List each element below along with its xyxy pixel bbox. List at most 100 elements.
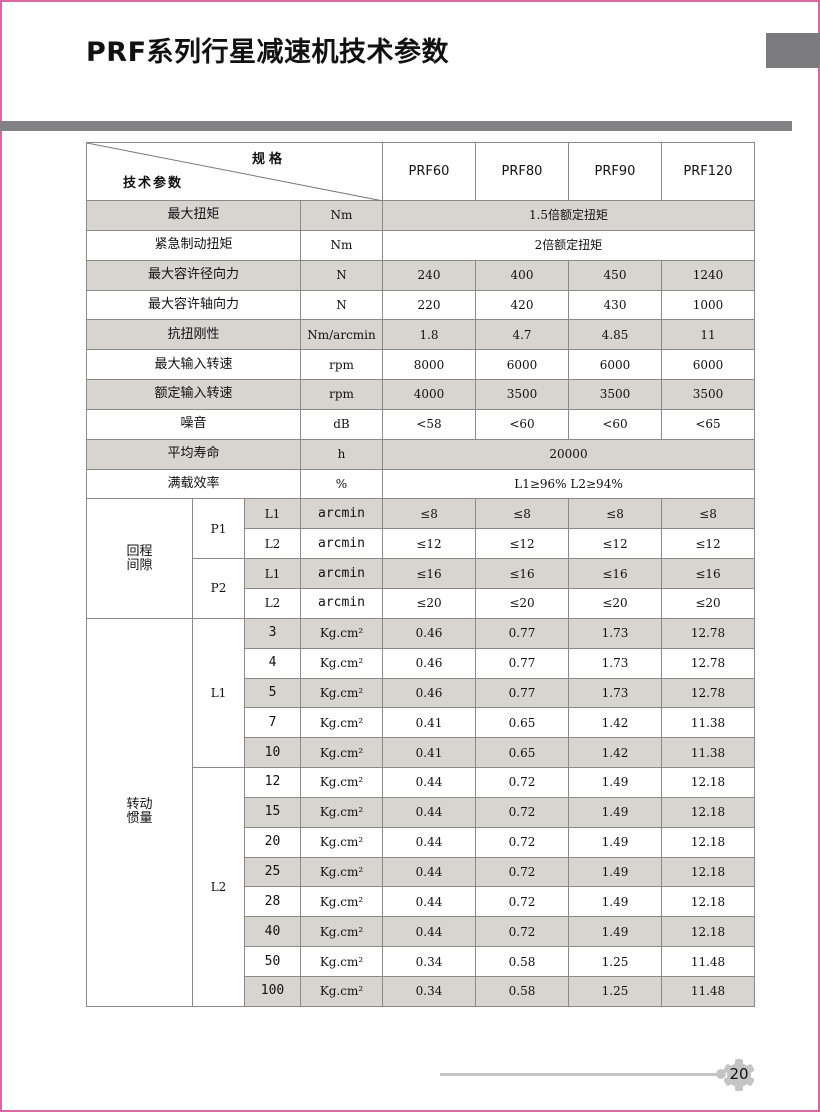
inertia-value: 0.65 [475,737,569,769]
inertia-value: 12.18 [661,916,755,948]
inertia-value: 11.48 [661,946,755,977]
inertia-value: 1.42 [568,737,662,769]
model-header: PRF60 [382,142,476,201]
inertia-value: 0.44 [382,916,476,948]
inertia-row: 7 Kg.cm² 0.41 0.65 1.42 11.38 [87,707,755,739]
param-name: 最大输入转速 [86,349,301,381]
level-label: L1 [244,558,301,589]
level-label: L2 [244,587,301,619]
inertia-row: 20 Kg.cm² 0.44 0.72 1.49 12.18 [87,826,755,858]
inertia-row: 4 Kg.cm² 0.46 0.77 1.73 12.78 [87,647,755,679]
section-tab [766,33,820,68]
param-value: 3500 [475,379,569,410]
param-value: 430 [568,289,662,321]
param-name: 抗扭刚性 [86,319,301,351]
stage-label: L1 [192,617,245,769]
param-unit: Nm/arcmin [300,319,383,351]
inertia-row: 100 Kg.cm² 0.34 0.58 1.25 11.48 [87,975,755,1007]
param-unit: N [300,289,383,321]
backlash-value: ≤20 [475,587,569,619]
inertia-value: 0.58 [475,975,569,1007]
inertia-value: 12.18 [661,796,755,828]
unit-cell: Kg.cm² [300,647,383,679]
inertia-value: 0.41 [382,737,476,769]
unit-cell: Kg.cm² [300,767,383,798]
unit-cell: arcmin [300,587,383,619]
param-unit: Nm [300,200,383,231]
param-value: 220 [382,289,476,321]
header-divider-bar [0,121,792,131]
inertia-row: 10 Kg.cm² 0.41 0.65 1.42 11.38 [87,737,755,769]
unit-cell: Kg.cm² [300,975,383,1007]
param-unit: % [300,468,383,500]
inertia-value: 1.73 [568,617,662,649]
unit-cell: Kg.cm² [300,737,383,769]
model-header: PRF120 [661,142,755,201]
param-row: 最大扭矩 Nm 1.5倍额定扭矩 [86,200,755,231]
inertia-value: 0.72 [475,856,569,888]
param-row: 紧急制动扭矩 Nm 2倍额定扭矩 [86,229,755,261]
backlash-value: ≤12 [382,528,476,560]
inertia-value: 0.46 [382,647,476,679]
param-name: 噪音 [86,408,301,440]
param-row: 额定输入转速 rpm 4000 3500 3500 3500 [86,379,755,410]
model-header: PRF90 [568,142,662,201]
param-value: 6000 [475,349,569,381]
param-row: 抗扭刚性 Nm/arcmin 1.8 4.7 4.85 11 [86,319,755,351]
inertia-value: 0.34 [382,975,476,1007]
level-label: L1 [244,498,301,530]
table-header-row: 规格 技术参数 PRF60 PRF80 PRF90 PRF120 [86,142,755,201]
ratio-cell: 10 [244,737,301,769]
footer-line [440,1073,724,1076]
ratio-cell: 20 [244,826,301,858]
unit-cell: Kg.cm² [300,617,383,649]
param-value: 1.8 [382,319,476,351]
stage-label: P1 [192,498,245,560]
inertia-value: 0.77 [475,647,569,679]
inertia-value: 0.44 [382,886,476,918]
unit-cell: Kg.cm² [300,856,383,888]
unit-cell: arcmin [300,498,383,530]
inertia-value: 1.49 [568,856,662,888]
inertia-value: 1.73 [568,647,662,679]
inertia-row: L2 12 Kg.cm² 0.44 0.72 1.49 12.18 [87,767,755,1007]
param-value: <60 [568,408,662,440]
inertia-value: 0.44 [382,796,476,828]
inertia-value: 11.38 [661,737,755,769]
page-title: PRF系列行星减速机技术参数 [86,37,450,68]
ratio-cell: 50 [244,946,301,977]
param-value: 1240 [661,259,755,291]
param-name: 最大容许轴向力 [86,289,301,321]
param-row: 最大容许径向力 N 240 400 450 1240 [86,259,755,291]
param-unit: h [300,438,383,470]
inertia-value: 1.49 [568,916,662,948]
backlash-value: ≤20 [661,587,755,619]
inertia-row: 40 Kg.cm² 0.44 0.72 1.49 12.18 [87,916,755,948]
param-value: <60 [475,408,569,440]
level-label: L2 [244,528,301,560]
param-value: 450 [568,259,662,291]
backlash-value: ≤20 [382,587,476,619]
ratio-cell: 4 [244,647,301,679]
inertia-value: 0.41 [382,707,476,739]
unit-cell: Kg.cm² [300,916,383,948]
inertia-value: 0.72 [475,916,569,948]
inertia-value: 0.44 [382,856,476,888]
param-value: 6000 [568,349,662,381]
param-row: 满载效率% L1≥96% L2≥94% [86,468,755,500]
ratio-cell: 25 [244,856,301,888]
model-header: PRF80 [475,142,569,201]
param-row: 平均寿命 h 20000 [86,438,755,470]
param-row: 噪音 dB <58 <60 <60 <65 [86,408,755,440]
inertia-value: 1.25 [568,975,662,1007]
ratio-cell: 40 [244,916,301,948]
inertia-value: 11.38 [661,707,755,739]
param-name: 最大容许径向力 [86,259,301,291]
stage-label: P2 [192,558,245,619]
unit-cell: arcmin [300,528,383,560]
param-unit: rpm [300,349,383,381]
ratio-cell: 3 [244,617,301,649]
inertia-value: 12.18 [661,856,755,888]
stage-label: L2 [192,767,245,1007]
ratio-cell: 15 [244,796,301,828]
